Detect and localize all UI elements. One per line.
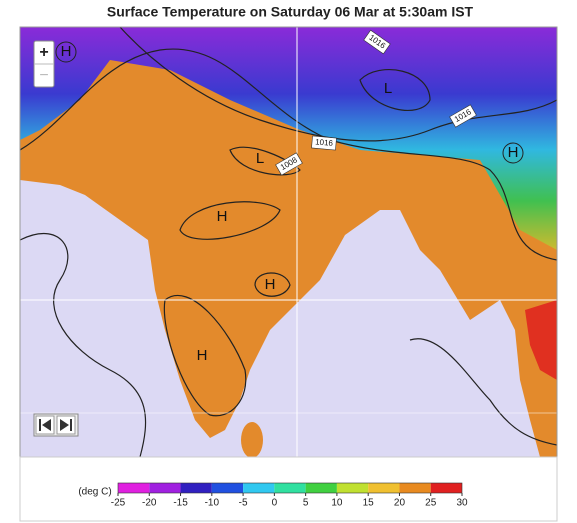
isobar-label-box	[449, 104, 477, 128]
isobar-value: 1016	[315, 137, 334, 148]
colorbar-segment	[180, 483, 212, 493]
colorbar-tick-label: -5	[239, 498, 248, 509]
colorbar-segment	[118, 483, 150, 493]
colorbar-tick-label: -15	[173, 498, 188, 509]
colorbar-segment	[368, 483, 400, 493]
colorbar-tick-label: -25	[111, 498, 126, 509]
isobar-label: 1016	[311, 135, 337, 151]
colorbar-tick-label: 30	[456, 498, 468, 509]
colorbar-segment	[211, 483, 244, 493]
previous-button[interactable]	[35, 415, 55, 435]
pressure-ring	[55, 41, 77, 63]
colorbar-unit: (deg C)	[78, 487, 111, 498]
zoom-control: + −	[33, 40, 55, 88]
colorbar-tick-label: 5	[303, 498, 309, 509]
pressure-center: H	[508, 144, 519, 161]
colorbar-tick-label: 15	[363, 498, 375, 509]
pressure-ring	[502, 142, 524, 164]
colorbar-tick-label: 25	[425, 498, 437, 509]
colorbar-segment	[399, 483, 431, 493]
colorbar-tick-label: -10	[205, 498, 220, 509]
pressure-center: H	[197, 347, 208, 364]
zoom-in[interactable]: +	[39, 44, 48, 61]
isobar-label-box	[363, 29, 391, 55]
colorbar-segment	[243, 483, 275, 493]
pressure-center: L	[256, 150, 264, 167]
colorbar: -25 -20 -15 -10 -5 0 5 10 15 20 25 30	[111, 482, 468, 509]
colorbar-tick-label: -20	[142, 498, 157, 509]
colorbar-segment	[305, 483, 337, 493]
colorbar-frame	[117, 482, 463, 494]
title: Surface Temperature on Saturday 06 Mar a…	[107, 4, 474, 20]
island	[241, 422, 263, 457]
pressure-center: L	[384, 80, 392, 97]
pressure-center: H	[61, 43, 72, 60]
next-button[interactable]	[56, 415, 76, 435]
colorbar-tick-label: 0	[272, 498, 278, 509]
pressure-center: H	[217, 208, 228, 225]
colorbar-tick-label: 20	[394, 498, 406, 509]
pressure-center: H	[265, 276, 276, 293]
colorbar-segment	[430, 483, 462, 493]
isobar-label-box	[311, 135, 337, 151]
zoom-out[interactable]: −	[39, 67, 48, 84]
playback-control	[33, 413, 79, 437]
colorbar-tick-label: 10	[331, 498, 343, 509]
isobar-label-box	[275, 152, 303, 176]
colorbar-segment	[336, 483, 369, 493]
hot-region	[525, 300, 557, 380]
colorbar-segment	[274, 483, 306, 493]
colorbar-segment	[149, 483, 181, 493]
